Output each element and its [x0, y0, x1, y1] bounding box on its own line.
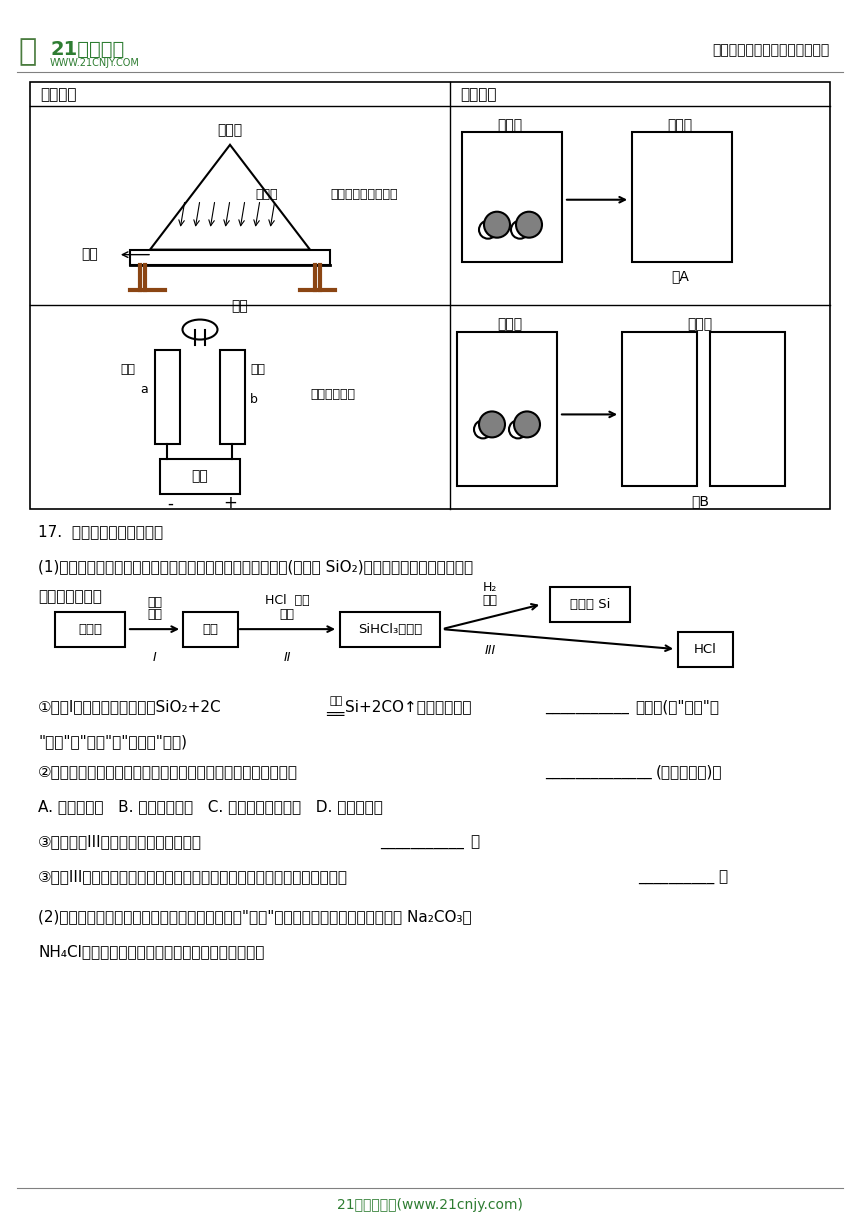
Text: 高温: 高温 [148, 608, 163, 621]
Text: 图A: 图A [671, 270, 689, 283]
Ellipse shape [182, 320, 218, 339]
Text: 17.  运用所学知识回答问题: 17. 运用所学知识回答问题 [38, 524, 163, 539]
Text: 宏观变化: 宏观变化 [40, 86, 77, 102]
Bar [155, 349, 180, 444]
Text: 。: 。 [470, 834, 479, 849]
Text: 高纯硅 Si: 高纯硅 Si [570, 598, 611, 610]
Text: 水蒸气: 水蒸气 [255, 188, 278, 201]
Text: ___________: ___________ [380, 834, 464, 849]
Text: 。: 。 [718, 868, 727, 884]
Text: 中小学教育资源及组卷应用平台: 中小学教育资源及组卷应用平台 [713, 43, 830, 57]
Text: ①步骤I中制备粗硅的反应为SiO₂+2C: ①步骤I中制备粗硅的反应为SiO₂+2C [38, 699, 222, 714]
Text: ②硅与碳的化学性质相似，从原子结构角度分析，其主要原因是: ②硅与碳的化学性质相似，从原子结构角度分析，其主要原因是 [38, 764, 298, 779]
Bar [632, 131, 732, 261]
Bar [340, 612, 440, 647]
Circle shape [484, 212, 510, 237]
Text: (填序号之一)。: (填序号之一)。 [656, 764, 722, 779]
Text: 🏃: 🏃 [18, 38, 36, 67]
Text: 粗硅: 粗硅 [202, 623, 218, 636]
Text: a: a [140, 383, 148, 396]
Bar [55, 612, 125, 647]
Text: 高温: 高温 [482, 595, 497, 607]
Text: 程如下图所示：: 程如下图所示： [38, 590, 101, 604]
Bar [457, 332, 557, 486]
Bar [30, 81, 830, 510]
Text: 21世纪教育网(www.21cnjy.com): 21世纪教育网(www.21cnjy.com) [337, 1198, 523, 1212]
Bar [130, 249, 330, 265]
Text: II: II [283, 651, 291, 664]
Bar [678, 631, 733, 666]
Circle shape [479, 220, 497, 238]
Text: H₂: H₂ [482, 581, 497, 595]
Text: (1)硅是太阳能电池和电脑芯片必需材料。工业上利用石英砂(主要含 SiO₂)制得高纯硅，其生产工艺流: (1)硅是太阳能电池和电脑芯片必需材料。工业上利用石英砂(主要含 SiO₂)制得… [38, 559, 473, 574]
Circle shape [514, 411, 540, 438]
Text: "化合"、"置换"或"复分解"之一): "化合"、"置换"或"复分解"之一) [38, 734, 187, 749]
Text: __________: __________ [638, 868, 715, 884]
Text: 活塞: 活塞 [250, 364, 265, 376]
Bar [462, 131, 562, 261]
Text: 石英砂: 石英砂 [78, 623, 102, 636]
Text: NH₄Cl产品，两者的溶解度曲线如图所示。试回答：: NH₄Cl产品，两者的溶解度曲线如图所示。试回答： [38, 944, 264, 958]
Text: 电源: 电源 [192, 469, 208, 483]
Text: ③写出步骤III中发生反应的化学方程式: ③写出步骤III中发生反应的化学方程式 [38, 834, 202, 849]
Bar [710, 332, 785, 486]
Text: 焦炭: 焦炭 [148, 596, 163, 609]
Text: 电解水示意图: 电解水示意图 [310, 388, 355, 401]
Text: 微观解释: 微观解释 [460, 86, 496, 102]
Text: -: - [167, 495, 173, 512]
Circle shape [511, 220, 529, 238]
Text: 海水: 海水 [231, 299, 249, 314]
Bar [182, 612, 237, 647]
Text: HCl: HCl [693, 642, 716, 655]
Circle shape [479, 411, 505, 438]
Bar [220, 349, 245, 444]
Text: +: + [223, 495, 237, 512]
Text: SiHCl₃（纯）: SiHCl₃（纯） [358, 623, 422, 636]
Text: 太阳能: 太阳能 [218, 123, 243, 137]
Bar [160, 460, 240, 495]
Text: b: b [250, 393, 258, 406]
Text: 变化前: 变化前 [497, 317, 523, 332]
Text: 变化前: 变化前 [497, 118, 523, 131]
Text: 淡水海水淡化示意图: 淡水海水淡化示意图 [330, 188, 397, 201]
Text: ③步骤III必须在无氧、无水环境中进行，若混入氧气，则可能产生的后果是: ③步骤III必须在无氧、无水环境中进行，若混入氧气，则可能产生的后果是 [38, 868, 348, 884]
Bar [622, 332, 697, 486]
Text: HCl  精馏: HCl 精馏 [265, 595, 310, 607]
Text: 变化后: 变化后 [667, 118, 692, 131]
Text: 图B: 图B [691, 495, 709, 508]
Bar [550, 586, 630, 621]
Text: (2)我国化学家侯德榜创立了侯氏制碱法，以海水"晒盐"得到的氯化钠为原料，最终制得 Na₂CO₃和: (2)我国化学家侯德榜创立了侯氏制碱法，以海水"晒盐"得到的氯化钠为原料，最终制… [38, 908, 471, 924]
Text: 加热: 加热 [280, 608, 294, 621]
Text: Si+2CO↑，该反应属于: Si+2CO↑，该反应属于 [345, 699, 471, 714]
Text: I: I [153, 651, 157, 664]
Circle shape [474, 421, 492, 439]
Text: 活塞: 活塞 [120, 364, 135, 376]
Text: 反应。(填"分解"、: 反应。(填"分解"、 [635, 699, 719, 714]
Text: ══: ══ [326, 706, 344, 722]
Text: A. 质子数相同   B. 电子层数相同   C. 最外层电子数相同   D. 中子数相同: A. 质子数相同 B. 电子层数相同 C. 最外层电子数相同 D. 中子数相同 [38, 799, 383, 814]
Text: 变化后: 变化后 [687, 317, 713, 332]
Text: III: III [484, 644, 495, 657]
Text: 21世纪教育: 21世纪教育 [50, 40, 124, 58]
Text: 高温: 高温 [330, 696, 343, 706]
Text: 淡水: 淡水 [82, 248, 98, 261]
Text: WWW.21CNJY.COM: WWW.21CNJY.COM [50, 58, 140, 68]
Circle shape [516, 212, 542, 237]
Circle shape [509, 421, 527, 439]
Text: ______________: ______________ [545, 764, 652, 779]
Text: ___________: ___________ [545, 699, 629, 714]
